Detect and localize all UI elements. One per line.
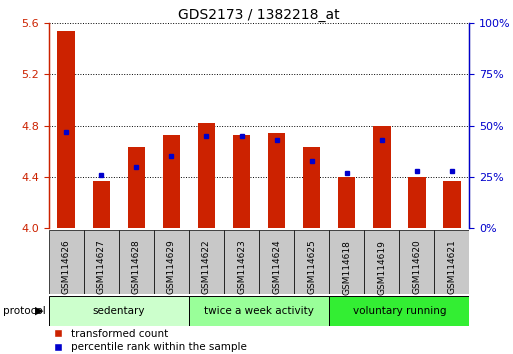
Text: sedentary: sedentary <box>92 306 145 316</box>
Text: GSM114629: GSM114629 <box>167 240 176 295</box>
Title: GDS2173 / 1382218_at: GDS2173 / 1382218_at <box>178 8 340 22</box>
Bar <box>259 230 294 294</box>
Bar <box>189 230 224 294</box>
Bar <box>329 296 469 326</box>
Text: GSM114621: GSM114621 <box>447 240 457 295</box>
Text: GSM114626: GSM114626 <box>62 240 71 295</box>
Text: GSM114627: GSM114627 <box>97 240 106 295</box>
Bar <box>154 230 189 294</box>
Bar <box>84 230 119 294</box>
Bar <box>408 177 426 228</box>
Bar <box>435 230 469 294</box>
Bar <box>233 135 250 228</box>
Bar <box>373 126 390 228</box>
Bar <box>364 230 399 294</box>
Legend: transformed count, percentile rank within the sample: transformed count, percentile rank withi… <box>54 329 246 352</box>
Text: GSM114619: GSM114619 <box>377 240 386 295</box>
Text: GSM114622: GSM114622 <box>202 240 211 294</box>
Bar <box>224 230 259 294</box>
Text: GSM114620: GSM114620 <box>412 240 421 295</box>
Bar <box>49 296 189 326</box>
Text: voluntary running: voluntary running <box>352 306 446 316</box>
Text: GSM114628: GSM114628 <box>132 240 141 295</box>
Bar <box>49 230 84 294</box>
Bar <box>443 181 461 228</box>
Text: twice a week activity: twice a week activity <box>204 306 314 316</box>
Text: GSM114618: GSM114618 <box>342 240 351 295</box>
Bar <box>189 296 329 326</box>
Bar <box>119 230 154 294</box>
Bar <box>198 123 215 228</box>
Bar <box>294 230 329 294</box>
Bar <box>57 31 75 228</box>
Bar <box>163 135 180 228</box>
Text: ▶: ▶ <box>35 306 44 316</box>
Bar <box>128 148 145 228</box>
Bar <box>329 230 364 294</box>
Text: GSM114625: GSM114625 <box>307 240 316 295</box>
Bar <box>399 230 435 294</box>
Bar <box>92 181 110 228</box>
Bar <box>268 133 285 228</box>
Text: GSM114624: GSM114624 <box>272 240 281 294</box>
Text: GSM114623: GSM114623 <box>237 240 246 295</box>
Bar <box>303 148 321 228</box>
Bar <box>338 177 356 228</box>
Text: protocol: protocol <box>3 306 45 316</box>
